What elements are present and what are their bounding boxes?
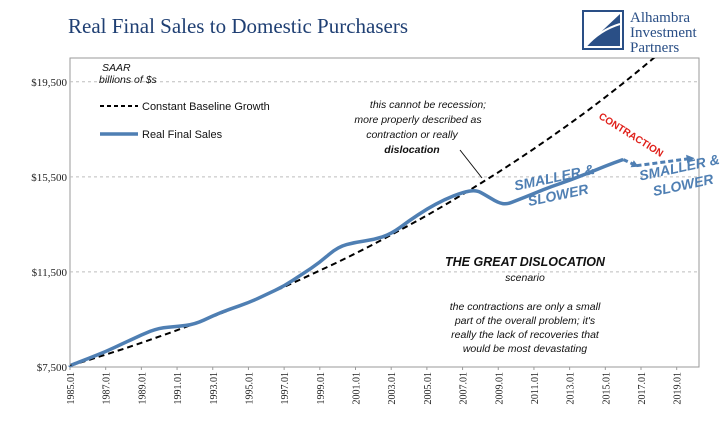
x-tick-label: 1999.01: [316, 372, 327, 405]
logo-arc-icon: [585, 23, 621, 47]
chart-title: Real Final Sales to Domestic Purchasers: [68, 14, 408, 38]
x-axis-ticks: 1985.01 1987.01 1989.01 1991.01 1993.01 1995.…: [66, 367, 684, 405]
x-tick-label: 2015.01: [601, 372, 612, 405]
great-dislocation-note-1: the contractions are only a small: [450, 301, 601, 313]
x-tick-label: 2019.01: [673, 372, 684, 405]
x-tick-label: 2003.01: [387, 372, 398, 405]
recession-note-line-1: this cannot be recession;: [370, 99, 486, 111]
recession-note-line-3: contraction or really: [366, 129, 458, 141]
x-tick-label: 1993.01: [209, 372, 220, 405]
legend-label-sales: Real Final Sales: [142, 129, 223, 141]
y-tick-label: $7,500: [37, 362, 68, 374]
y-tick-label: $19,500: [31, 77, 67, 89]
x-tick-label: 1985.01: [66, 372, 77, 405]
x-tick-label: 2001.01: [352, 372, 363, 405]
recession-note-pointer: [459, 149, 483, 179]
forecast-arrow-icon: [686, 154, 695, 164]
contraction-label: CONTRACTION: [596, 111, 664, 159]
forecast-slower-line: [636, 157, 689, 168]
x-tick-label: 1989.01: [137, 372, 148, 405]
x-tick-label: 1997.01: [280, 372, 291, 405]
great-dislocation-note-3: really the lack of recoveries that: [451, 329, 600, 341]
units-line-2: billions of $s: [99, 74, 158, 86]
series-line-baseline: [70, 58, 656, 367]
legend-label-baseline: Constant Baseline Growth: [142, 101, 270, 113]
x-tick-label: 2007.01: [459, 372, 470, 405]
x-tick-label: 2011.01: [530, 372, 541, 404]
great-dislocation-title: THE GREAT DISLOCATION: [445, 255, 606, 269]
x-tick-label: 2013.01: [566, 372, 577, 405]
units-line-1: SAAR: [102, 62, 131, 74]
logo-line-3: Partners: [630, 40, 679, 56]
great-dislocation-note-2: part of the overall problem; it's: [454, 315, 596, 327]
x-tick-label: 2017.01: [637, 372, 648, 405]
slower-label-2: SMALLER & SLOWER: [638, 151, 721, 199]
logo-line-1: Alhambra: [630, 10, 690, 26]
x-tick-label: 1987.01: [102, 372, 113, 405]
gridlines: [70, 81, 699, 273]
x-tick-label: 1995.01: [244, 372, 255, 405]
logo-line-2: Investment: [630, 25, 697, 41]
y-tick-label: $15,500: [31, 172, 67, 184]
series-line-real-final-sales: [68, 157, 624, 368]
recession-note-bold: dislocation: [384, 144, 439, 156]
y-tick-label: $11,500: [32, 267, 68, 279]
x-tick-label: 1991.01: [173, 372, 184, 405]
x-tick-label: 2005.01: [423, 372, 434, 405]
company-logo: Alhambra Investment Partners: [582, 10, 697, 56]
plot-frame: [69, 57, 700, 368]
recession-note-line-2: more properly described as: [354, 114, 482, 126]
forecast-contraction-arrow-icon: [630, 160, 639, 168]
great-dislocation-subtitle: scenario: [505, 272, 545, 284]
y-axis-ticks: $7,500 $11,500 $15,500 $19,500: [31, 77, 67, 374]
x-tick-label: 2009.01: [494, 372, 505, 405]
great-dislocation-note-4: would be most devastating: [463, 343, 587, 355]
